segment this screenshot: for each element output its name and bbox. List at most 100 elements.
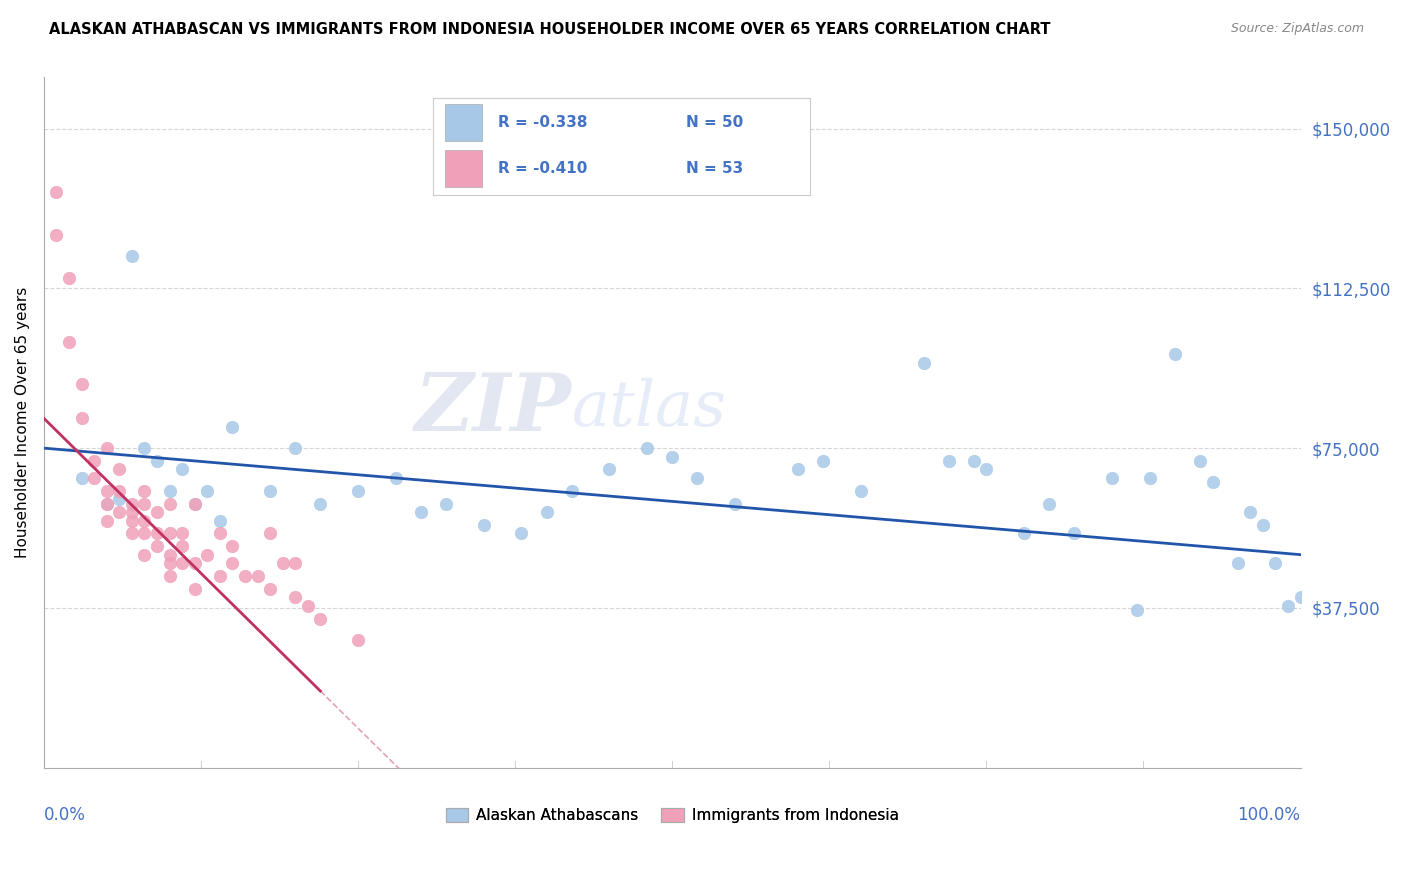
Point (159, 483, 181, 498)
Point (172, 462, 194, 476)
Point (811, 454, 834, 468)
Point (172, 539, 194, 553)
Point (221, 539, 243, 553)
Text: atlas: atlas (572, 378, 727, 440)
Point (183, 582, 205, 596)
Point (233, 569, 256, 583)
Point (1188, 454, 1211, 468)
Point (786, 462, 808, 476)
Point (347, 483, 370, 498)
Point (1012, 526, 1035, 541)
Point (146, 539, 169, 553)
Point (183, 556, 205, 570)
Point (70, 471, 93, 485)
Point (938, 454, 960, 468)
Point (347, 632, 370, 647)
Point (45, 186, 67, 200)
Text: ALASKAN ATHABASCAN VS IMMIGRANTS FROM INDONESIA HOUSEHOLDER INCOME OVER 65 YEARS: ALASKAN ATHABASCAN VS IMMIGRANTS FROM IN… (49, 22, 1050, 37)
Point (1126, 603, 1149, 617)
Text: 0.0%: 0.0% (44, 805, 86, 823)
Text: ZIP: ZIP (415, 370, 572, 448)
Point (96, 441, 118, 455)
Point (384, 471, 406, 485)
Point (134, 548, 156, 562)
Point (221, 556, 243, 570)
Point (121, 249, 143, 263)
Point (108, 483, 131, 498)
Point (96, 514, 118, 528)
Point (724, 496, 747, 510)
Point (1289, 591, 1312, 605)
Point (686, 471, 709, 485)
Point (172, 556, 194, 570)
Point (963, 454, 986, 468)
Point (1164, 347, 1187, 361)
Point (96, 496, 118, 510)
Point (183, 496, 205, 510)
Point (121, 496, 143, 510)
Point (409, 505, 432, 519)
Point (259, 582, 281, 596)
Point (108, 462, 131, 476)
Point (96, 483, 118, 498)
Point (83, 471, 105, 485)
Point (58, 270, 80, 285)
Point (134, 496, 156, 510)
Point (96, 496, 118, 510)
Point (121, 526, 143, 541)
Point (297, 599, 319, 613)
Point (912, 356, 935, 370)
Point (284, 591, 307, 605)
Point (598, 462, 620, 476)
Point (208, 514, 231, 528)
Point (434, 496, 457, 510)
Point (195, 548, 218, 562)
Point (134, 483, 156, 498)
Point (121, 514, 143, 528)
Point (45, 228, 67, 243)
Point (246, 569, 269, 583)
Point (146, 454, 169, 468)
Text: Source: ZipAtlas.com: Source: ZipAtlas.com (1230, 22, 1364, 36)
Point (976, 462, 998, 476)
Point (1251, 517, 1274, 532)
Point (108, 492, 131, 507)
Point (284, 556, 307, 570)
Point (536, 505, 558, 519)
Point (309, 611, 332, 625)
Point (146, 505, 169, 519)
Point (561, 483, 583, 498)
Point (183, 496, 205, 510)
Point (271, 556, 294, 570)
Point (121, 505, 143, 519)
Point (208, 526, 231, 541)
Point (1139, 471, 1161, 485)
Point (70, 411, 93, 425)
Point (159, 569, 181, 583)
Point (1101, 471, 1123, 485)
Point (108, 505, 131, 519)
Point (259, 526, 281, 541)
Point (259, 483, 281, 498)
Point (159, 526, 181, 541)
Point (146, 526, 169, 541)
Point (134, 441, 156, 455)
Point (134, 514, 156, 528)
Point (195, 483, 218, 498)
Point (472, 517, 495, 532)
Point (1063, 526, 1085, 541)
Point (1277, 599, 1299, 613)
Point (510, 526, 533, 541)
Point (134, 526, 156, 541)
Point (1201, 475, 1223, 490)
Point (636, 441, 658, 455)
Point (221, 420, 243, 434)
Point (159, 556, 181, 570)
Point (1239, 505, 1261, 519)
Point (83, 454, 105, 468)
Point (159, 496, 181, 510)
Legend: Alaskan Athabascans, Immigrants from Indonesia: Alaskan Athabascans, Immigrants from Ind… (440, 802, 905, 829)
Point (58, 334, 80, 349)
Point (159, 548, 181, 562)
Text: 100.0%: 100.0% (1237, 805, 1301, 823)
